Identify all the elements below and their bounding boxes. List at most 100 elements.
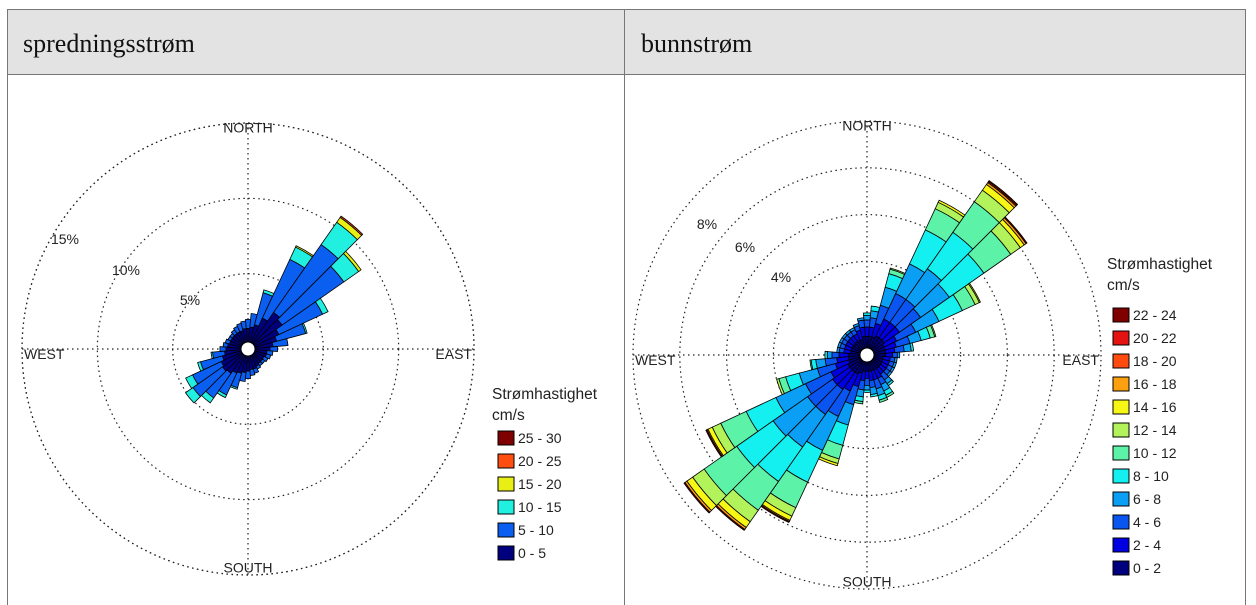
- legend-label: 12 - 14: [1133, 422, 1177, 438]
- direction-label-east: EAST: [1062, 352, 1099, 368]
- legend-swatch: [1112, 330, 1130, 346]
- wedges: [184, 215, 364, 404]
- legend-label: 16 - 18: [1133, 376, 1177, 392]
- header-divider: [7, 74, 1246, 75]
- legend-label: 15 - 20: [518, 476, 562, 492]
- wedge-segment: [705, 429, 723, 458]
- center-hole: [859, 347, 875, 363]
- wedge-segment: [314, 297, 329, 315]
- legend-label: 2 - 4: [1133, 537, 1161, 553]
- legend-label: 18 - 20: [1133, 353, 1177, 369]
- ring-label: 6%: [735, 239, 755, 255]
- legend-label: 6 - 8: [1133, 491, 1161, 507]
- legend-label: 14 - 16: [1133, 399, 1177, 415]
- legend-swatch: [497, 453, 515, 469]
- wedge-segment: [896, 351, 901, 359]
- direction-label-west: WEST: [635, 352, 676, 368]
- wedge-segment: [185, 374, 199, 390]
- wedge-segment: [1003, 216, 1028, 245]
- wedge-segment: [301, 322, 308, 335]
- wedge-segment: [863, 314, 871, 321]
- legend-swatch: [497, 522, 515, 538]
- ring-label: 4%: [771, 269, 791, 285]
- legend-unit: cm/s: [492, 407, 525, 424]
- wedge-segment: [826, 351, 833, 359]
- legend-swatch: [1112, 376, 1130, 392]
- legend-label: 10 - 12: [1133, 445, 1177, 461]
- wedge-segment: [269, 345, 279, 353]
- wedges: [683, 180, 1028, 531]
- legend-label: 20 - 22: [1133, 330, 1177, 346]
- legend-swatch: [1112, 307, 1130, 323]
- wedge-segment: [968, 282, 981, 304]
- legend-swatch: [1112, 514, 1130, 530]
- wedge-segment: [264, 353, 272, 360]
- legend-swatch: [1112, 491, 1130, 507]
- wedge-segment: [863, 389, 871, 393]
- header-cell-right: bunnstrøm: [625, 9, 1246, 74]
- wedge-segment: [342, 250, 362, 273]
- wedge-segment: [271, 338, 289, 348]
- wedge-segment: [862, 312, 872, 316]
- legend-swatch: [1112, 560, 1130, 576]
- wedge-segment: [776, 378, 785, 396]
- wedge-segment: [683, 481, 711, 514]
- legend: Strømhastighet cm/s 25 - 30 20 - 25 15 - 20 1…: [492, 386, 598, 561]
- wedge-segment: [909, 342, 915, 352]
- wind-rose-chart-left: NORTH EAST SOUTH WEST 5% 10% 15% Strømhastighet…: [21, 120, 598, 576]
- legend-label: 8 - 10: [1133, 468, 1169, 484]
- legend-label: 25 - 30: [518, 430, 562, 446]
- table-border-top: [7, 9, 1246, 10]
- wedge-segment: [197, 361, 204, 372]
- table-border-left: [7, 9, 8, 605]
- panel-title-left: spredningsstrøm: [23, 29, 195, 58]
- legend-swatch: [497, 545, 515, 561]
- legend-label: 0 - 5: [518, 545, 546, 561]
- legend-swatch: [1112, 468, 1130, 484]
- outer-ring: [632, 120, 1102, 590]
- direction-label-north: NORTH: [842, 118, 892, 134]
- legend-swatch: [1112, 445, 1130, 461]
- wedge-segment: [863, 384, 871, 391]
- wedge-segment: [878, 396, 889, 403]
- legend-label: 22 - 24: [1133, 307, 1177, 323]
- wedge-segment: [930, 324, 937, 338]
- legend-label: 20 - 25: [518, 453, 562, 469]
- legend: Strømhastighet cm/s 22 - 24 20 - 22 18 - 20 1…: [1107, 256, 1213, 576]
- direction-label-south: SOUTH: [843, 574, 892, 590]
- legend-label: 0 - 2: [1133, 560, 1161, 576]
- table-border-right: [1245, 9, 1246, 605]
- wedge-segment: [224, 338, 232, 345]
- legend-label: 10 - 15: [518, 499, 562, 515]
- figure-table: spredningsstrøm bunnstrøm NORTH EAST SOUTH…: [7, 9, 1246, 605]
- grid-ring: [726, 214, 1008, 496]
- legend-label: 4 - 6: [1133, 514, 1161, 530]
- wind-rose-chart-right: NORTH EAST SOUTH WEST 4% 6% 8% Strømhastighet cm…: [632, 118, 1213, 590]
- direction-label-north: NORTH: [223, 120, 273, 136]
- ring-label: 10%: [112, 262, 140, 278]
- wedge-segment: [240, 320, 247, 330]
- wedge-segment: [210, 351, 215, 360]
- wedge-segment: [339, 215, 364, 236]
- grid-ring: [21, 122, 475, 576]
- header-cell-left: spredningsstrøm: [7, 9, 624, 74]
- polar-axes: [632, 120, 1102, 590]
- wedge-segment: [184, 387, 202, 404]
- legend-swatch: [1112, 399, 1130, 415]
- wedge-segment: [892, 351, 898, 359]
- ring-label: 8%: [697, 216, 717, 232]
- wedge-segment: [824, 350, 828, 360]
- legend-swatch: [1112, 537, 1130, 553]
- panel-title-right: bunnstrøm: [641, 29, 753, 58]
- legend-title: Strømhastighet: [492, 386, 598, 403]
- center-hole: [240, 341, 256, 357]
- direction-label-east: EAST: [435, 346, 472, 362]
- ring-label: 5%: [180, 292, 200, 308]
- ring-label: 15%: [51, 231, 79, 247]
- wedge-segment: [261, 355, 269, 363]
- legend-title: Strømhastighet: [1107, 256, 1213, 273]
- direction-label-west: WEST: [24, 346, 65, 362]
- direction-label-south: SOUTH: [224, 560, 273, 576]
- grid-ring: [96, 197, 400, 501]
- legend-swatch: [1112, 422, 1130, 438]
